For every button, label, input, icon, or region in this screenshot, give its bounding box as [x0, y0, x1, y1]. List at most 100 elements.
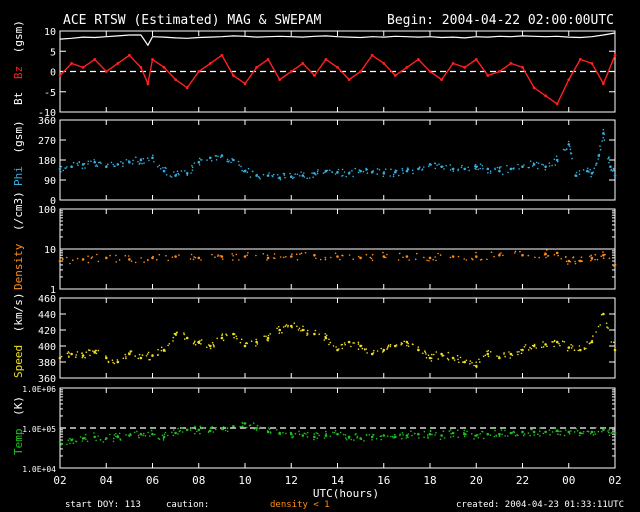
series-phi-scatter	[178, 174, 180, 176]
series-phi-scatter	[566, 148, 568, 150]
series-density-scatter	[423, 256, 425, 259]
series-temp-scatter	[241, 421, 244, 424]
ylabel-speed: Speed (km/s)	[12, 293, 25, 379]
series-speed-point	[278, 328, 282, 332]
series-temp-scatter	[558, 430, 560, 433]
series-speed-scatter	[469, 363, 471, 365]
series-density-scatter	[519, 250, 521, 253]
series-phi-point	[567, 143, 571, 146]
series-temp-scatter	[477, 434, 479, 436]
series-density-scatter	[296, 259, 299, 261]
series-phi-scatter	[100, 162, 102, 165]
series-temp-scatter	[81, 440, 84, 442]
series-density-scatter	[439, 254, 442, 256]
series-speed-scatter	[471, 361, 473, 364]
series-temp-scatter	[593, 431, 596, 433]
series-speed-scatter	[540, 346, 543, 349]
series-speed-scatter	[360, 344, 363, 347]
series-speed-scatter	[527, 349, 530, 351]
series-temp-scatter	[539, 435, 541, 437]
series-phi-scatter	[479, 167, 482, 170]
series-phi-point	[220, 154, 224, 157]
series-speed-scatter	[318, 333, 321, 336]
series-temp-scatter	[215, 426, 217, 429]
series-temp-scatter	[393, 437, 395, 439]
series-phi-scatter	[394, 169, 397, 171]
series-density-scatter	[437, 252, 439, 255]
series-temp-scatter	[539, 430, 541, 432]
series-speed-point	[220, 336, 224, 340]
series-bz-point	[301, 62, 305, 65]
series-density-point	[174, 255, 177, 258]
series-temp-scatter	[379, 435, 382, 438]
series-density-scatter	[557, 254, 559, 257]
series-temp-scatter	[391, 435, 394, 438]
series-phi-scatter	[412, 172, 414, 175]
series-temp-scatter	[222, 426, 225, 428]
series-phi-scatter	[258, 176, 261, 179]
series-temp-scatter	[522, 434, 525, 437]
series-bz-point	[81, 66, 85, 69]
series-speed-scatter	[433, 353, 435, 356]
series-temp-scatter	[158, 438, 161, 441]
series-temp-scatter	[576, 430, 579, 432]
series-phi-scatter	[398, 174, 400, 177]
ytick-label-mag: 10	[44, 27, 56, 38]
series-temp-scatter	[482, 437, 485, 440]
series-temp-scatter	[542, 432, 545, 435]
series-temp-scatter	[426, 434, 429, 436]
series-density-scatter	[428, 260, 430, 262]
series-speed-scatter	[197, 341, 199, 343]
series-speed-scatter	[504, 355, 506, 358]
series-bz-point	[70, 62, 73, 65]
series-phi-scatter	[494, 168, 496, 171]
series-phi-scatter	[60, 170, 62, 173]
series-temp-scatter	[154, 433, 156, 436]
series-speed-point	[590, 340, 594, 344]
series-density-scatter	[348, 254, 351, 256]
series-phi-scatter	[78, 161, 81, 164]
ytick-label-temp: 1.0E+06	[22, 385, 56, 394]
series-density-scatter	[594, 258, 596, 261]
series-bz-point	[289, 70, 293, 73]
series-temp-scatter	[390, 435, 392, 438]
series-speed-point	[579, 348, 582, 352]
series-phi-scatter	[120, 161, 122, 163]
series-speed-scatter	[600, 313, 603, 316]
series-speed-scatter	[350, 345, 352, 348]
series-temp-point	[486, 432, 490, 436]
series-temp-scatter	[323, 437, 326, 439]
series-temp-scatter	[570, 430, 572, 432]
series-temp-scatter	[222, 428, 225, 431]
series-speed-scatter	[184, 338, 186, 340]
series-temp-scatter	[125, 434, 127, 436]
series-temp-scatter	[253, 422, 255, 424]
series-temp-scatter	[473, 438, 475, 440]
series-temp-point	[382, 434, 386, 437]
series-speed-scatter	[222, 339, 225, 342]
series-speed-scatter	[400, 343, 403, 346]
series-speed-scatter	[352, 342, 354, 344]
series-phi-scatter	[191, 169, 194, 171]
series-density-scatter	[565, 260, 568, 263]
series-density-scatter	[589, 255, 591, 258]
series-density-scatter	[156, 258, 158, 261]
series-speed-point	[451, 356, 455, 360]
series-speed-scatter	[589, 342, 592, 344]
series-speed-scatter	[269, 333, 272, 335]
ylabel-phi-name: Phi	[12, 166, 25, 186]
series-bz-point	[162, 66, 166, 69]
ytick-label-phi: 180	[38, 156, 56, 167]
series-density-scatter	[472, 258, 474, 261]
series-speed-scatter	[456, 354, 459, 357]
series-phi-scatter	[143, 162, 145, 164]
series-speed-scatter	[256, 340, 258, 343]
series-speed-point	[428, 356, 432, 360]
series-temp-scatter	[325, 433, 327, 435]
ylabel-bz: Bz	[12, 66, 25, 79]
series-temp-scatter	[112, 437, 115, 440]
series-speed-scatter	[597, 325, 600, 328]
series-phi-scatter	[138, 163, 141, 165]
series-speed-scatter	[157, 348, 159, 351]
